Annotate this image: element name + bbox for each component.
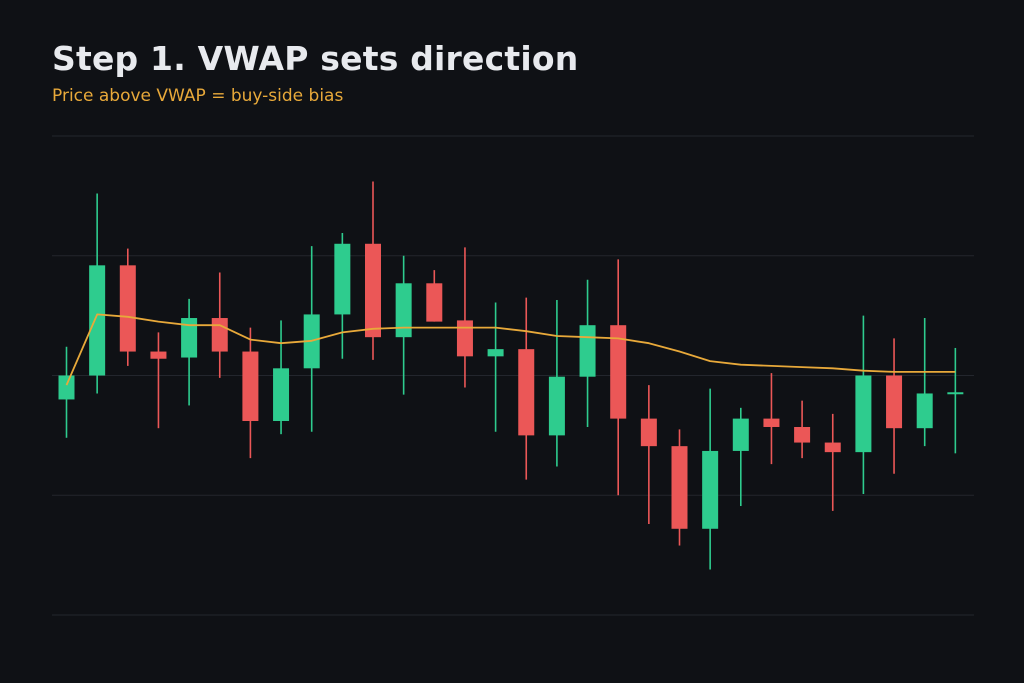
candle-body-down [456, 320, 473, 357]
chart-title: Step 1. VWAP sets direction [52, 39, 579, 78]
candle-body-up [89, 265, 106, 376]
candle-body-down [119, 265, 136, 352]
candle-body-down [365, 243, 381, 338]
vwap-line [65, 313, 956, 386]
candle-body-down [610, 325, 627, 419]
candle-body-down [640, 418, 657, 447]
chart-subtitle: Price above VWAP = buy-side bias [52, 86, 344, 106]
candle-body-up [702, 450, 719, 529]
candle-body-up [947, 392, 964, 395]
candle-body-up [855, 375, 872, 453]
candle-body-down [794, 426, 811, 443]
candle-body-up [273, 368, 290, 422]
candle-body-down [518, 349, 535, 436]
candle-body-up [548, 376, 565, 436]
candle-body-up [58, 375, 75, 400]
candle-body-up [916, 393, 933, 429]
candle-body-down [242, 351, 259, 422]
candle-body-up [579, 325, 596, 377]
candle-body-up [181, 318, 198, 358]
candle-body-down [211, 318, 228, 352]
candle-body-down [671, 446, 688, 529]
candle-body-up [334, 243, 351, 315]
candle-body-up [395, 283, 412, 338]
candle-body-down [426, 283, 443, 322]
candle-body-down [763, 418, 780, 427]
candle-body-down [150, 351, 167, 359]
candle-body-down [824, 442, 841, 453]
candle-body-up [732, 418, 749, 451]
candle-body-up [487, 349, 504, 357]
candle-body-down [886, 375, 903, 429]
